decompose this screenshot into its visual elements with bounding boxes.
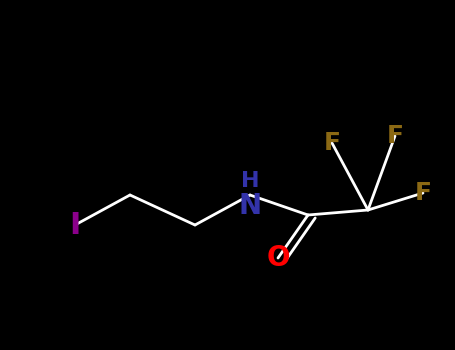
Text: I: I (69, 210, 81, 239)
Text: N: N (238, 191, 262, 219)
Text: H: H (241, 171, 259, 191)
Text: F: F (386, 124, 404, 148)
Text: F: F (324, 131, 340, 155)
Text: F: F (415, 181, 431, 205)
Text: O: O (266, 244, 290, 272)
